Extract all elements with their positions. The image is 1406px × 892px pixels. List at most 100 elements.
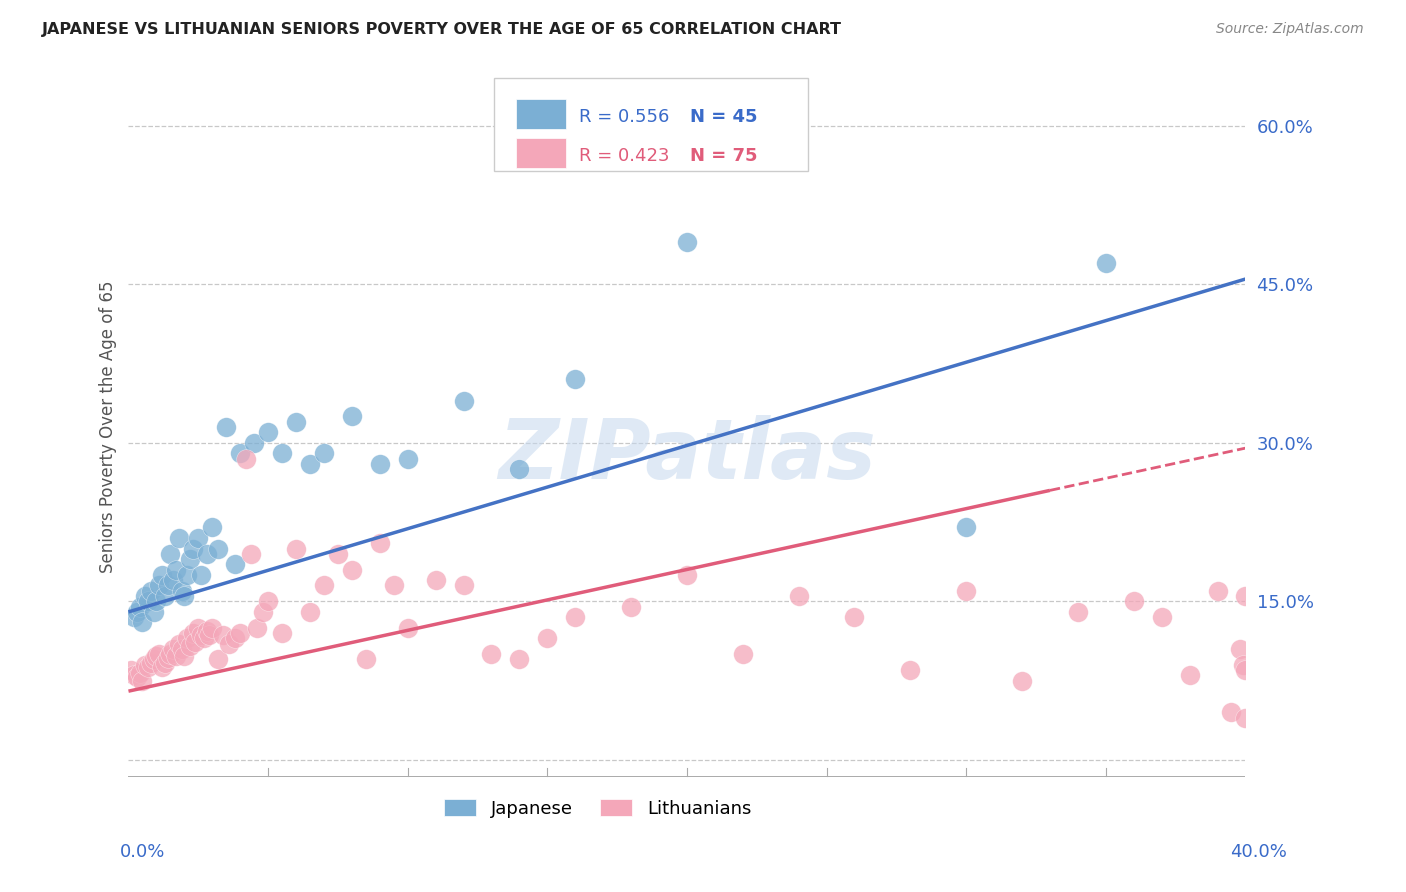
Point	[212, 628, 235, 642]
Point	[382, 578, 405, 592]
Point	[257, 594, 280, 608]
Point	[340, 563, 363, 577]
Point	[731, 647, 754, 661]
Point	[181, 626, 204, 640]
Point	[176, 568, 198, 582]
Text: 0.0%: 0.0%	[120, 843, 165, 861]
Point	[368, 457, 391, 471]
Point	[229, 626, 252, 640]
FancyBboxPatch shape	[516, 138, 567, 168]
Point	[453, 393, 475, 408]
Point	[425, 573, 447, 587]
Point	[481, 647, 503, 661]
Point	[142, 652, 165, 666]
Point	[179, 639, 201, 653]
Point	[156, 578, 179, 592]
Point	[134, 657, 156, 672]
Point	[1150, 610, 1173, 624]
Point	[167, 637, 190, 651]
Point	[285, 541, 308, 556]
Point	[285, 415, 308, 429]
Point	[195, 547, 218, 561]
Point	[165, 563, 187, 577]
Point	[224, 632, 246, 646]
Point	[131, 615, 153, 630]
Point	[139, 583, 162, 598]
Point	[298, 605, 321, 619]
Point	[167, 531, 190, 545]
Point	[1220, 706, 1243, 720]
Point	[159, 547, 181, 561]
Point	[134, 589, 156, 603]
Point	[184, 634, 207, 648]
Point	[201, 520, 224, 534]
Text: ZIPatlas: ZIPatlas	[498, 415, 876, 496]
Point	[955, 520, 977, 534]
Point	[676, 235, 699, 249]
Point	[187, 621, 209, 635]
Point	[170, 583, 193, 598]
Point	[162, 641, 184, 656]
Point	[136, 594, 159, 608]
Point	[173, 649, 195, 664]
Point	[162, 573, 184, 587]
Point	[246, 621, 269, 635]
Point	[354, 652, 377, 666]
Point	[150, 660, 173, 674]
Point	[122, 610, 145, 624]
Point	[1067, 605, 1090, 619]
Point	[179, 552, 201, 566]
Point	[125, 605, 148, 619]
Point	[120, 663, 142, 677]
Point	[153, 656, 176, 670]
Point	[218, 637, 240, 651]
Point	[176, 632, 198, 646]
Point	[536, 632, 558, 646]
Point	[453, 578, 475, 592]
Text: JAPANESE VS LITHUANIAN SENIORS POVERTY OVER THE AGE OF 65 CORRELATION CHART: JAPANESE VS LITHUANIAN SENIORS POVERTY O…	[42, 22, 842, 37]
Point	[243, 435, 266, 450]
Point	[340, 409, 363, 424]
Point	[271, 626, 294, 640]
Point	[240, 547, 263, 561]
Point	[271, 446, 294, 460]
Point	[1094, 256, 1116, 270]
Point	[396, 451, 419, 466]
Point	[368, 536, 391, 550]
Point	[1011, 673, 1033, 688]
Point	[173, 589, 195, 603]
Point	[159, 647, 181, 661]
Point	[844, 610, 866, 624]
Point	[508, 462, 530, 476]
Point	[198, 628, 221, 642]
Point	[148, 647, 170, 661]
Point	[1234, 589, 1257, 603]
Point	[181, 541, 204, 556]
Point	[139, 656, 162, 670]
Point	[955, 583, 977, 598]
Point	[312, 446, 335, 460]
Point	[1122, 594, 1144, 608]
FancyBboxPatch shape	[494, 78, 807, 170]
Point	[229, 446, 252, 460]
Point	[170, 641, 193, 656]
Point	[195, 624, 218, 638]
Point	[1234, 710, 1257, 724]
Point	[201, 621, 224, 635]
Point	[1232, 657, 1254, 672]
FancyBboxPatch shape	[516, 99, 567, 129]
Text: 40.0%: 40.0%	[1230, 843, 1286, 861]
Point	[224, 558, 246, 572]
Point	[564, 372, 586, 386]
Point	[1178, 668, 1201, 682]
Point	[190, 628, 212, 642]
Point	[252, 605, 274, 619]
Point	[207, 652, 229, 666]
Text: N = 45: N = 45	[690, 109, 758, 127]
Point	[676, 568, 699, 582]
Point	[207, 541, 229, 556]
Point	[131, 673, 153, 688]
Text: R = 0.423: R = 0.423	[579, 147, 669, 165]
Point	[193, 632, 215, 646]
Text: Source: ZipAtlas.com: Source: ZipAtlas.com	[1216, 22, 1364, 37]
